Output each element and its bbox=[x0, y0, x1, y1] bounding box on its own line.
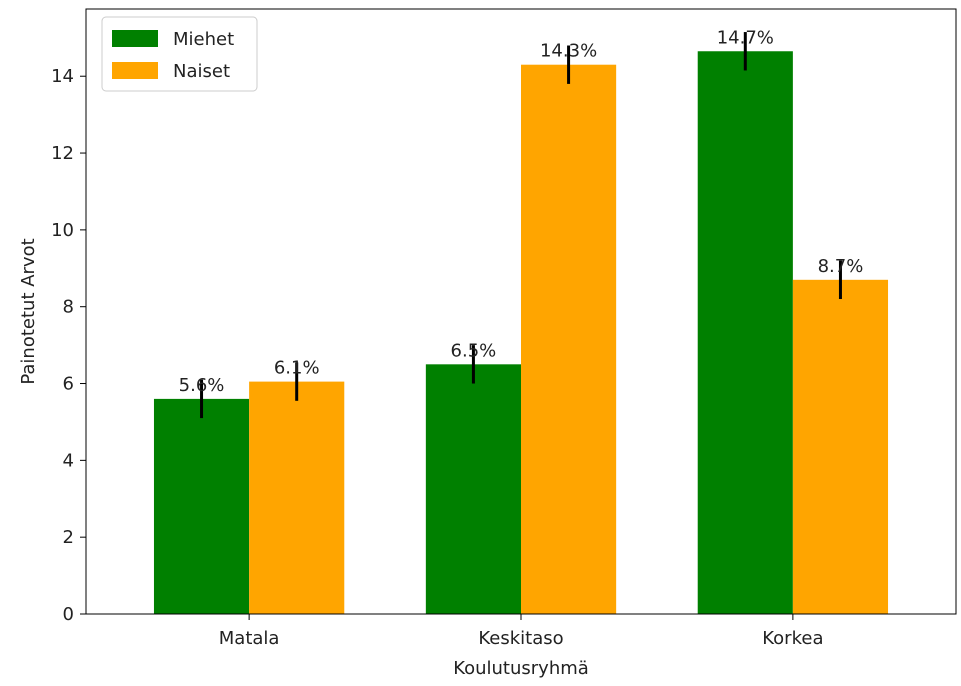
bar-naiset-matala bbox=[249, 381, 345, 614]
y-tick-label: 2 bbox=[63, 527, 74, 548]
x-tick-label: Matala bbox=[219, 628, 280, 649]
data-label: 14.3% bbox=[540, 41, 597, 62]
legend-swatch-miehet bbox=[112, 30, 158, 47]
data-label: 8.7% bbox=[818, 256, 864, 277]
data-label: 5.6% bbox=[179, 375, 225, 396]
error-bars-layer bbox=[200, 32, 842, 419]
y-tick-label: 0 bbox=[63, 604, 74, 625]
y-tick-label: 12 bbox=[51, 143, 74, 164]
data-labels-layer: 5.6% 6.5% 14.7% 6.1% 14.3% 8.7% bbox=[179, 27, 864, 396]
bar-miehet-matala bbox=[153, 398, 250, 614]
x-axis-label: Koulutusryhmä bbox=[453, 658, 589, 679]
bar-naiset-keskitaso bbox=[521, 64, 617, 614]
data-label: 6.5% bbox=[451, 340, 497, 361]
bar-naiset-korkea bbox=[792, 279, 889, 614]
y-axis-label: Painotetut Arvot bbox=[18, 238, 39, 384]
bar-miehet-keskitaso bbox=[425, 364, 521, 614]
legend: Miehet Naiset bbox=[101, 16, 258, 92]
x-tick-label: Keskitaso bbox=[478, 628, 563, 649]
data-label: 6.1% bbox=[274, 358, 320, 379]
y-tick-label: 6 bbox=[63, 374, 74, 395]
x-axis-ticks: Matala Keskitaso Korkea bbox=[219, 614, 823, 649]
legend-label-miehet: Miehet bbox=[173, 29, 234, 50]
y-tick-label: 14 bbox=[51, 66, 74, 87]
bar-miehet-korkea bbox=[697, 51, 793, 614]
x-tick-label: Korkea bbox=[762, 628, 823, 649]
y-tick-label: 4 bbox=[63, 450, 74, 471]
legend-swatch-naiset bbox=[112, 62, 158, 79]
legend-label-naiset: Naiset bbox=[173, 61, 230, 82]
y-tick-label: 10 bbox=[51, 220, 74, 241]
bars-layer bbox=[153, 51, 889, 614]
y-tick-label: 8 bbox=[63, 297, 74, 318]
data-label: 14.7% bbox=[717, 27, 774, 48]
y-axis-ticks: 0 2 4 6 8 10 12 14 bbox=[51, 66, 86, 625]
